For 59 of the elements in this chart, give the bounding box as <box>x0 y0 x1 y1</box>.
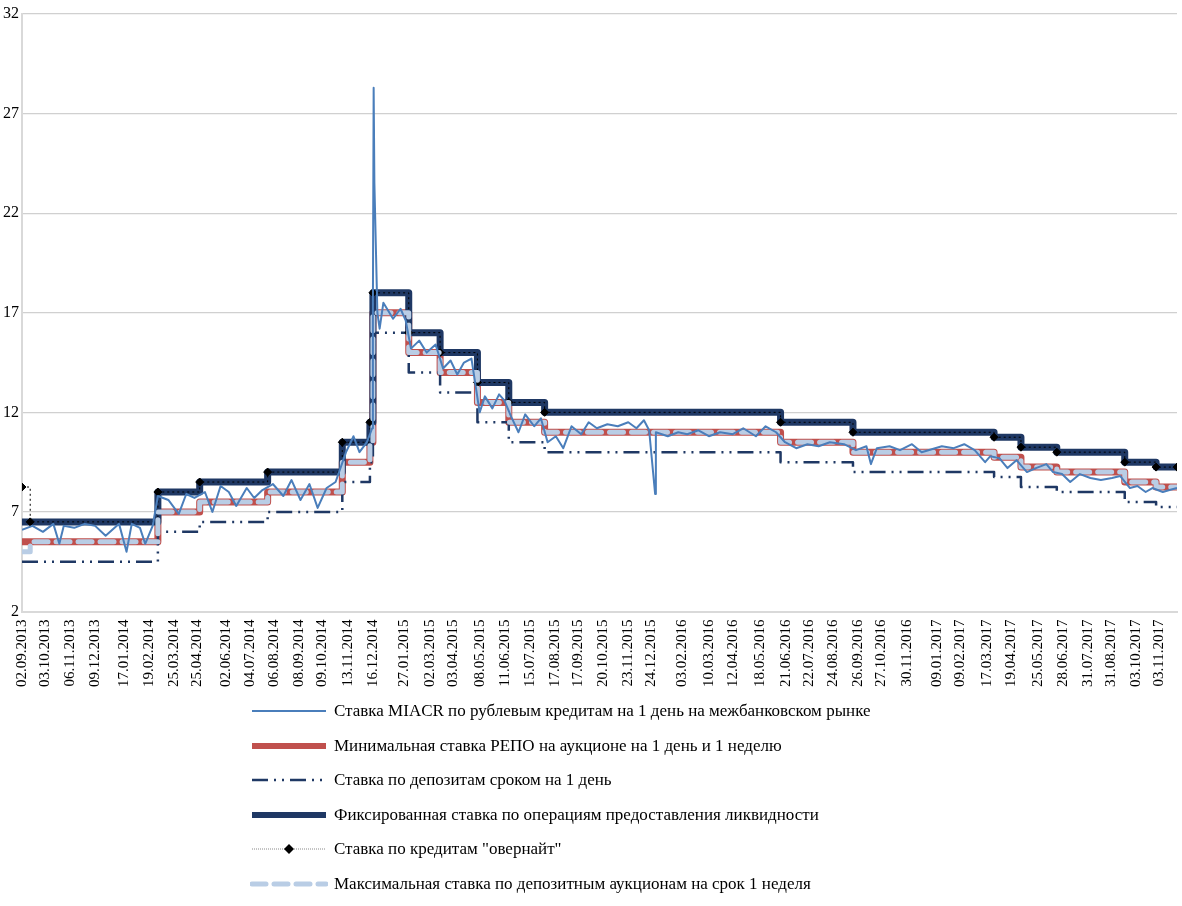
x-tick-label: 03.04.2015 <box>444 619 461 687</box>
y-tick-label: 7 <box>11 502 19 520</box>
x-tick-label: 08.09.2014 <box>289 619 306 687</box>
y-tick-label: 2 <box>11 601 19 619</box>
x-tick-label: 09.01.2017 <box>927 619 944 687</box>
x-tick-label: 17.01.2014 <box>115 619 132 687</box>
x-tick-label: 19.02.2014 <box>139 619 156 687</box>
x-tick-label: 11.06.2015 <box>495 619 512 687</box>
legend-label: Максимальная ставка по депозитным аукционам на срок 1 неделя <box>334 873 811 894</box>
x-tick-label: 27.10.2016 <box>872 619 889 687</box>
x-tick-label: 02.03.2015 <box>420 619 437 687</box>
x-tick-label: 17.09.2015 <box>569 619 586 687</box>
x-tick-label: 25.05.2017 <box>1029 619 1046 687</box>
y-tick-label: 27 <box>3 103 19 121</box>
y-tick-label: 22 <box>3 203 19 221</box>
x-tick-label: 03.02.2016 <box>672 619 689 687</box>
y-tick-label: 32 <box>3 4 19 22</box>
x-tick-label: 20.10.2015 <box>593 619 610 687</box>
x-tick-label: 03.10.2013 <box>36 619 53 687</box>
x-tick-label: 31.07.2017 <box>1079 619 1096 687</box>
x-tick-label: 03.10.2017 <box>1126 619 1143 687</box>
x-tick-label: 03.11.2017 <box>1150 619 1167 687</box>
x-tick-label: 04.07.2014 <box>240 619 257 687</box>
y-tick-label: 17 <box>3 302 19 320</box>
x-tick-label: 12.04.2016 <box>724 619 741 687</box>
y-tick-label: 12 <box>3 402 19 420</box>
x-tick-label: 02.06.2014 <box>216 619 233 687</box>
x-tick-label: 13.11.2014 <box>339 619 356 687</box>
x-tick-label: 09.10.2014 <box>313 619 330 687</box>
legend-label: Ставка по депозитам сроком на 1 день <box>334 770 612 791</box>
x-tick-label: 30.11.2016 <box>897 619 914 687</box>
x-tick-label: 19.04.2017 <box>1002 619 1019 687</box>
x-tick-label: 15.07.2015 <box>521 619 538 687</box>
x-tick-label: 25.04.2014 <box>188 619 205 687</box>
x-tick-label: 31.08.2017 <box>1102 619 1119 687</box>
x-tick-label: 08.05.2015 <box>470 619 487 687</box>
x-tick-label: 26.09.2016 <box>849 619 866 687</box>
x-tick-label: 09.12.2013 <box>86 619 103 687</box>
x-tick-label: 18.05.2016 <box>751 619 768 687</box>
x-tick-label: 27.01.2015 <box>395 619 412 687</box>
x-tick-label: 02.09.2013 <box>12 619 29 687</box>
x-tick-label: 24.12.2015 <box>642 619 659 687</box>
x-tick-label: 25.03.2014 <box>165 619 182 687</box>
x-tick-label: 09.02.2017 <box>950 619 967 687</box>
x-tick-label: 16.12.2014 <box>363 619 380 687</box>
x-tick-label: 22.07.2016 <box>799 619 816 687</box>
legend-label: Ставка MIACR по рублевым кредитам на 1 день на межбанковском рынке <box>334 701 871 722</box>
x-tick-label: 17.08.2015 <box>546 619 563 687</box>
legend-label: Ставка по кредитам "овернайт" <box>334 839 562 860</box>
x-tick-label: 10.03.2016 <box>699 619 716 687</box>
legend-label: Минимальная ставка РЕПО на аукционе на 1 день и 1 неделю <box>334 735 782 756</box>
legend-label: Фиксированная ставка по операциям предоставления ликвидности <box>334 804 819 825</box>
x-tick-label: 24.08.2016 <box>824 619 841 687</box>
x-tick-label: 06.08.2014 <box>265 619 282 687</box>
x-tick-label: 06.11.2013 <box>61 619 78 687</box>
x-tick-label: 28.06.2017 <box>1054 619 1071 687</box>
x-tick-label: 17.03.2017 <box>977 619 994 687</box>
x-tick-label: 21.06.2016 <box>776 619 793 687</box>
x-tick-label: 23.11.2015 <box>619 619 636 687</box>
